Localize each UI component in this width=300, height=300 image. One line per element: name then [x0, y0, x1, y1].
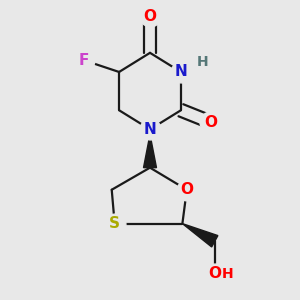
Text: S: S: [109, 216, 120, 231]
Text: O: O: [180, 182, 193, 197]
Text: O: O: [143, 8, 157, 23]
Text: F: F: [79, 53, 89, 68]
Text: O: O: [208, 266, 221, 281]
Text: N: N: [175, 64, 187, 80]
Text: H: H: [221, 267, 233, 281]
Text: H: H: [197, 55, 209, 69]
Text: N: N: [144, 122, 156, 137]
Text: O: O: [204, 115, 217, 130]
Polygon shape: [143, 134, 157, 168]
Polygon shape: [182, 224, 218, 247]
